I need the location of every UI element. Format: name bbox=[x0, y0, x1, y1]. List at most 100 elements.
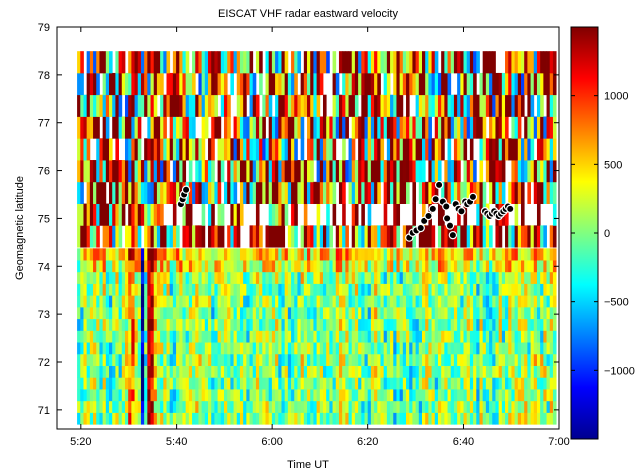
heatmap-cell bbox=[390, 94, 394, 117]
heatmap-cell bbox=[169, 94, 174, 117]
heatmap-cell bbox=[322, 295, 327, 308]
heatmap-cell bbox=[335, 295, 340, 308]
heatmap-cell bbox=[121, 377, 126, 390]
heatmap-cell bbox=[521, 283, 525, 296]
heatmap-cell bbox=[521, 160, 525, 183]
heatmap-cell bbox=[265, 353, 270, 366]
heatmap-cell bbox=[463, 330, 468, 343]
heatmap-cell bbox=[246, 72, 250, 96]
heatmap-cell bbox=[377, 271, 381, 284]
heatmap-cell bbox=[112, 94, 116, 117]
heatmap-cell bbox=[287, 94, 292, 117]
heatmap-cell bbox=[396, 306, 401, 320]
heatmap-cell bbox=[144, 389, 148, 402]
heatmap-cell bbox=[380, 138, 385, 161]
heatmap-cell bbox=[380, 412, 385, 425]
heatmap-cell bbox=[169, 377, 174, 390]
heatmap-cell bbox=[182, 138, 187, 161]
heatmap-cell bbox=[208, 389, 212, 402]
heatmap-cell bbox=[105, 342, 110, 355]
heatmap-cell bbox=[396, 365, 401, 378]
heatmap-cell bbox=[441, 318, 445, 331]
heatmap-cell bbox=[367, 283, 372, 296]
heatmap-cell bbox=[176, 377, 180, 390]
heatmap-cell bbox=[239, 389, 244, 402]
heatmap-cell bbox=[89, 283, 94, 296]
heatmap-cell bbox=[278, 271, 282, 284]
heatmap-cell bbox=[83, 365, 88, 378]
heatmap-cell bbox=[93, 260, 97, 273]
heatmap-cell bbox=[303, 181, 308, 204]
heatmap-cell bbox=[179, 353, 183, 366]
heatmap-cell bbox=[99, 400, 104, 413]
colorbar-frame bbox=[570, 26, 599, 440]
heatmap-cell bbox=[291, 248, 295, 261]
heatmap-cell bbox=[492, 365, 496, 378]
heatmap-cell bbox=[137, 283, 142, 296]
heatmap-cell bbox=[552, 51, 557, 74]
heatmap-cell bbox=[303, 203, 308, 226]
heatmap-cell bbox=[437, 353, 442, 366]
heatmap-cell bbox=[176, 365, 180, 378]
heatmap-cell bbox=[326, 389, 330, 402]
heatmap-cell bbox=[166, 342, 171, 355]
heatmap-cell bbox=[281, 271, 286, 284]
heatmap-cell bbox=[83, 138, 88, 161]
heatmap-cell bbox=[201, 342, 206, 355]
heatmap-cell bbox=[102, 295, 107, 308]
heatmap-cell bbox=[131, 248, 135, 261]
heatmap-cell bbox=[160, 330, 164, 343]
heatmap-cell bbox=[482, 72, 487, 96]
heatmap-cell bbox=[364, 260, 369, 273]
heatmap-cell bbox=[495, 116, 500, 139]
heatmap-cell bbox=[374, 248, 378, 261]
heatmap-cell bbox=[552, 225, 557, 248]
heatmap-cell bbox=[412, 271, 417, 284]
heatmap-cell bbox=[335, 160, 340, 183]
heatmap-cell bbox=[310, 138, 314, 161]
heatmap-cell bbox=[418, 318, 423, 331]
heatmap-cell bbox=[188, 412, 193, 425]
heatmap-cell bbox=[243, 271, 247, 284]
heatmap-cell bbox=[319, 353, 324, 366]
heatmap-cell bbox=[505, 94, 509, 117]
heatmap-cell bbox=[517, 400, 522, 413]
heatmap-cell bbox=[463, 116, 468, 139]
heatmap-cell bbox=[418, 225, 423, 248]
heatmap-cell bbox=[275, 389, 279, 402]
heatmap-cell bbox=[169, 365, 174, 378]
heatmap-cell bbox=[195, 400, 199, 413]
heatmap-cell bbox=[220, 138, 225, 161]
heatmap-cell bbox=[358, 248, 362, 261]
heatmap-cell bbox=[163, 342, 167, 355]
heatmap-cell bbox=[93, 160, 97, 183]
heatmap-cell bbox=[227, 260, 231, 273]
heatmap-cell bbox=[530, 160, 535, 183]
heatmap-cell bbox=[259, 412, 263, 425]
heatmap-cell bbox=[351, 225, 356, 248]
heatmap-cell bbox=[524, 225, 528, 248]
heatmap-cell bbox=[204, 353, 209, 366]
heatmap-cell bbox=[204, 295, 209, 308]
heatmap-cell bbox=[354, 160, 359, 183]
heatmap-cell bbox=[252, 330, 257, 343]
heatmap-cell bbox=[239, 181, 244, 204]
heatmap-cell bbox=[457, 377, 461, 390]
heatmap-cell bbox=[172, 181, 177, 204]
heatmap-cell bbox=[390, 400, 394, 413]
heatmap-cell bbox=[259, 116, 263, 139]
heatmap-cell bbox=[473, 248, 477, 261]
heatmap-cell bbox=[243, 400, 247, 413]
heatmap-cell bbox=[239, 330, 244, 343]
heatmap-cell bbox=[453, 138, 458, 161]
heatmap-cell bbox=[118, 330, 123, 343]
heatmap-cell bbox=[319, 389, 324, 402]
heatmap-cell bbox=[364, 377, 369, 390]
heatmap-cell bbox=[422, 400, 426, 413]
heatmap-cell bbox=[115, 365, 119, 378]
heatmap-cell bbox=[220, 412, 225, 425]
heatmap-cell bbox=[383, 248, 388, 261]
heatmap-cell bbox=[345, 160, 349, 183]
heatmap-cell bbox=[453, 181, 458, 204]
heatmap-cell bbox=[220, 248, 225, 261]
